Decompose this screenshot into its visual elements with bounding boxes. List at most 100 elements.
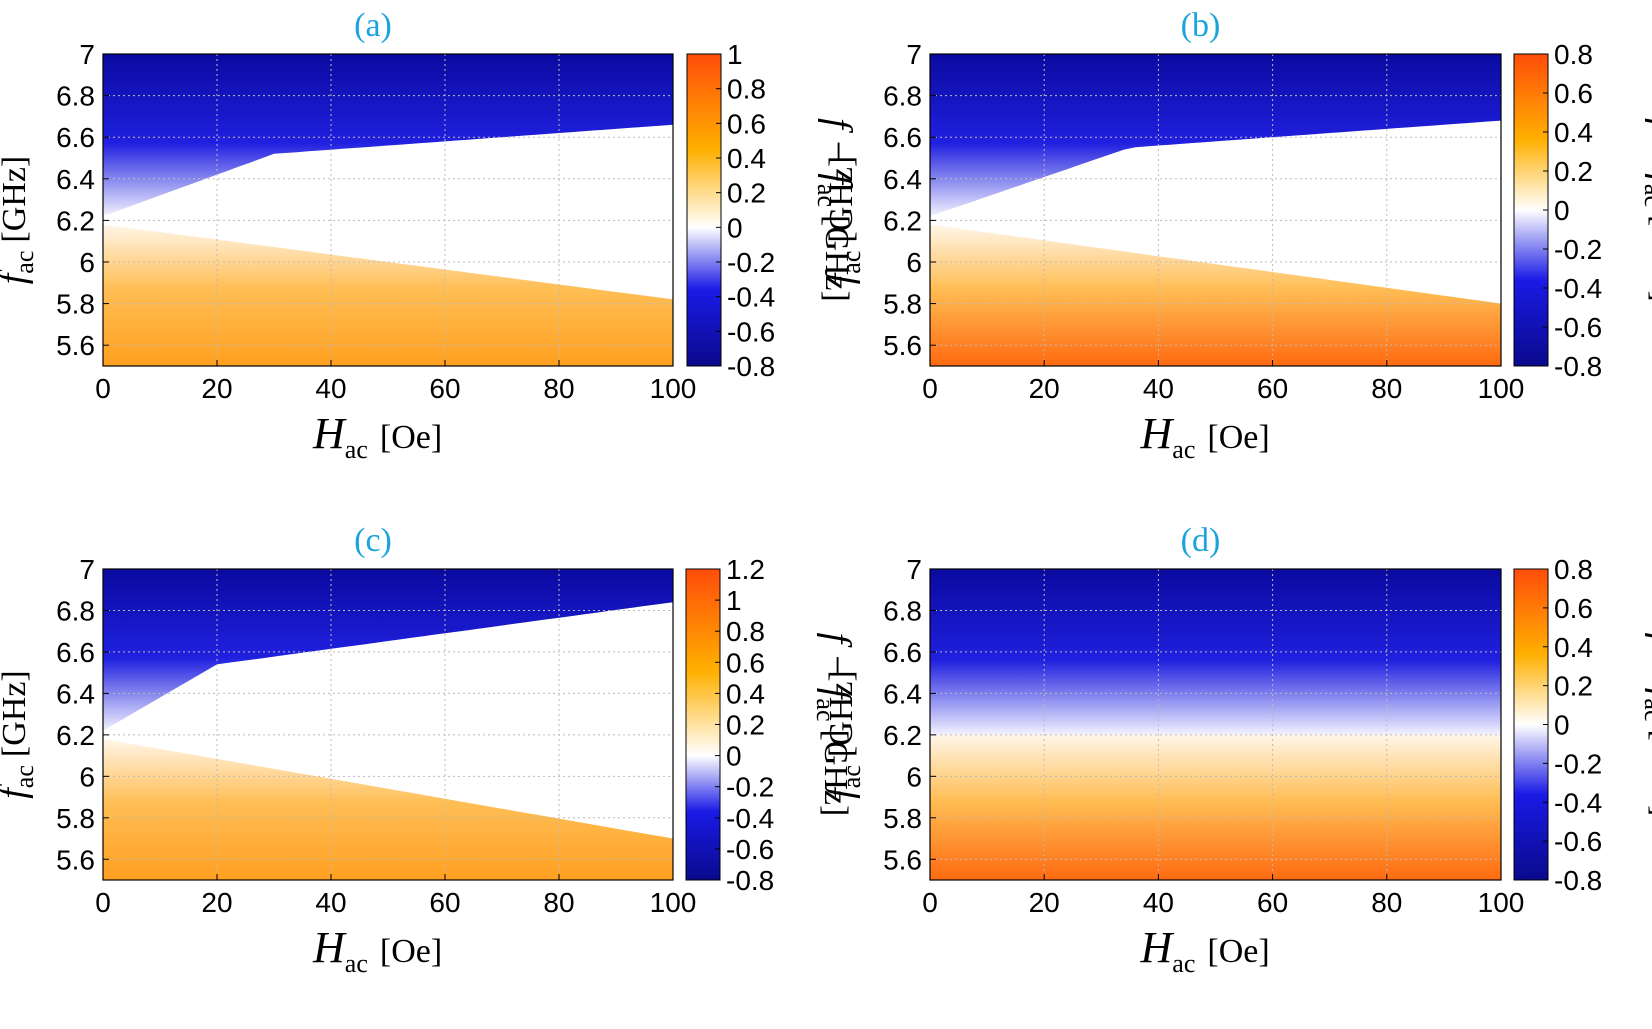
y-tick-label: 5.6: [56, 330, 95, 361]
y-axis-label: fac[GHz]: [819, 670, 866, 799]
y-tick-label: 6.6: [883, 122, 922, 153]
colorbar-tick-label: -0.2: [1554, 234, 1602, 265]
colorbar-tick-label: 0.2: [727, 178, 766, 209]
panel-title: (c): [354, 522, 392, 559]
x-tick-label: 80: [543, 887, 574, 918]
colorbar: 0.8 0.6 0.4 0.2 0 -0.2 -0.4 -0.6 -0.8 f − fac[GHz…: [1513, 39, 1652, 382]
x-axis-label: Hac [Oe]: [1140, 923, 1270, 978]
colorbar-tick-label: 0.8: [727, 74, 766, 105]
y-tick-label: 6.2: [883, 720, 922, 751]
x-tick-label: 80: [1371, 373, 1402, 404]
colorbar-tick-label: 0.2: [726, 710, 765, 741]
x-tick-label: 100: [1478, 887, 1525, 918]
y-tick-label: 6.4: [56, 678, 95, 709]
plot-frame: [102, 53, 674, 367]
x-tick-label: 60: [429, 887, 460, 918]
y-tick-label: 6.6: [56, 637, 95, 668]
colorbar-tick-label: -0.4: [726, 803, 774, 834]
x-tick-label: 40: [1143, 373, 1174, 404]
chart-panel-b: 0 20 40 60 80 100 7 6.8 6.6 6.4 6.2 6 5.8 5.6 (b) Hac [O…: [819, 7, 1652, 464]
colorbar-tick-label: -0.4: [1554, 273, 1602, 304]
colorbar-gradient: [686, 53, 722, 367]
colorbar-tick-label: 0.6: [726, 647, 765, 678]
colorbar-label: f − fac[GHz]: [812, 118, 859, 302]
y-tick-label: 5.6: [883, 330, 922, 361]
plot-frame: [929, 568, 1502, 881]
plot-frame: [102, 568, 674, 881]
x-tick-label: 0: [95, 373, 111, 404]
y-tick-label: 5.8: [56, 803, 95, 834]
colorbar-tick-label: 0.4: [727, 143, 766, 174]
chart-panel-c: 0 20 40 60 80 100 7 6.8 6.6 6.4 6.2 6 5.8 5.6 (c) Hac [O…: [0, 522, 858, 978]
x-tick-label: 100: [650, 887, 697, 918]
colorbar-tick-label: 0.2: [1554, 156, 1593, 187]
x-tick-label: 20: [201, 373, 232, 404]
x-tick-label: 60: [1257, 887, 1288, 918]
y-tick-label: 6.2: [883, 205, 922, 236]
x-tick-label: 60: [429, 373, 460, 404]
colorbar-gradient: [685, 568, 721, 881]
colorbar-tick-label: 0.4: [1554, 117, 1593, 148]
y-tick-label: 6: [906, 761, 922, 792]
colorbar-tick-label: -0.4: [1554, 787, 1602, 818]
y-tick-label: 6: [79, 247, 95, 278]
colorbar-tick-label: -0.8: [1554, 865, 1602, 896]
plot-frame: [929, 53, 1502, 367]
colorbar-tick-label: -0.6: [727, 316, 775, 347]
y-tick-label: 7: [906, 39, 922, 70]
y-tick-label: 6.2: [56, 720, 95, 751]
colorbar-tick-label: 1.2: [726, 554, 765, 585]
colorbar-tick-label: 0.8: [726, 616, 765, 647]
x-tick-label: 0: [922, 887, 938, 918]
colorbar-tick-label: 0: [727, 212, 743, 243]
colorbar-tick-label: -0.8: [727, 351, 775, 382]
x-tick-label: 80: [1371, 887, 1402, 918]
y-tick-label: 5.8: [883, 289, 922, 320]
x-tick-label: 0: [95, 887, 111, 918]
map-region-below-band: [930, 734, 1501, 880]
colorbar-tick-label: 0: [1554, 195, 1570, 226]
x-tick-label: 20: [1029, 373, 1060, 404]
y-tick-label: 6: [79, 761, 95, 792]
x-tick-label: 20: [201, 887, 232, 918]
colorbar-tick-label: -0.4: [727, 282, 775, 313]
y-tick-label: 5.6: [883, 844, 922, 875]
y-tick-label: 5.8: [883, 803, 922, 834]
colorbar: 1 0.80.6 0.4 0.20 -0.2 -0.4-0.6 -0.8 f − fac[GH…: [686, 39, 859, 382]
colorbar-tick-label: 0.8: [1554, 39, 1593, 70]
map-region-below-band: [930, 224, 1501, 366]
panel-title: (b): [1181, 7, 1221, 44]
colorbar-tick-label: 0: [1554, 710, 1570, 741]
y-axis-label: fac[GHz]: [0, 156, 39, 285]
y-tick-label: 6: [906, 247, 922, 278]
y-tick-label: 7: [906, 554, 922, 585]
colorbar-label: f − fac[GHz]: [811, 633, 858, 817]
colorbar-gradient: [1513, 568, 1549, 881]
x-axis-label: Hac [Oe]: [1140, 409, 1270, 464]
y-tick-label: 5.6: [56, 844, 95, 875]
colorbar: 0.8 0.6 0.4 0.2 0 -0.2 -0.4 -0.6 -0.8 f − fac[GHz…: [1513, 554, 1652, 896]
panel-title: (a): [354, 7, 392, 44]
x-tick-label: 100: [1478, 373, 1525, 404]
colorbar-tick-label: -0.2: [727, 247, 775, 278]
y-tick-label: 6.4: [883, 164, 922, 195]
colorbar-tick-label: -0.8: [726, 865, 774, 896]
colorbar-tick-label: -0.2: [1554, 748, 1602, 779]
colorbar-tick-label: 0: [726, 741, 742, 772]
x-axis-label: Hac [Oe]: [312, 409, 442, 464]
x-tick-label: 40: [1143, 887, 1174, 918]
x-tick-label: 40: [315, 373, 346, 404]
x-tick-label: 0: [922, 373, 938, 404]
colorbar-tick-label: -0.6: [1554, 826, 1602, 857]
panel-title: (d): [1181, 522, 1221, 559]
y-tick-label: 6.8: [56, 595, 95, 626]
map-region-above-band: [930, 54, 1501, 217]
colorbar-tick-label: -0.6: [1554, 312, 1602, 343]
colorbar-tick-label: -0.2: [726, 772, 774, 803]
x-tick-label: 60: [1257, 373, 1288, 404]
y-tick-label: 6.4: [56, 164, 95, 195]
colorbar-tick-label: 0.4: [1554, 632, 1593, 663]
colorbar-tick-label: -0.6: [726, 834, 774, 865]
y-tick-label: 6.4: [883, 678, 922, 709]
y-tick-label: 7: [79, 554, 95, 585]
